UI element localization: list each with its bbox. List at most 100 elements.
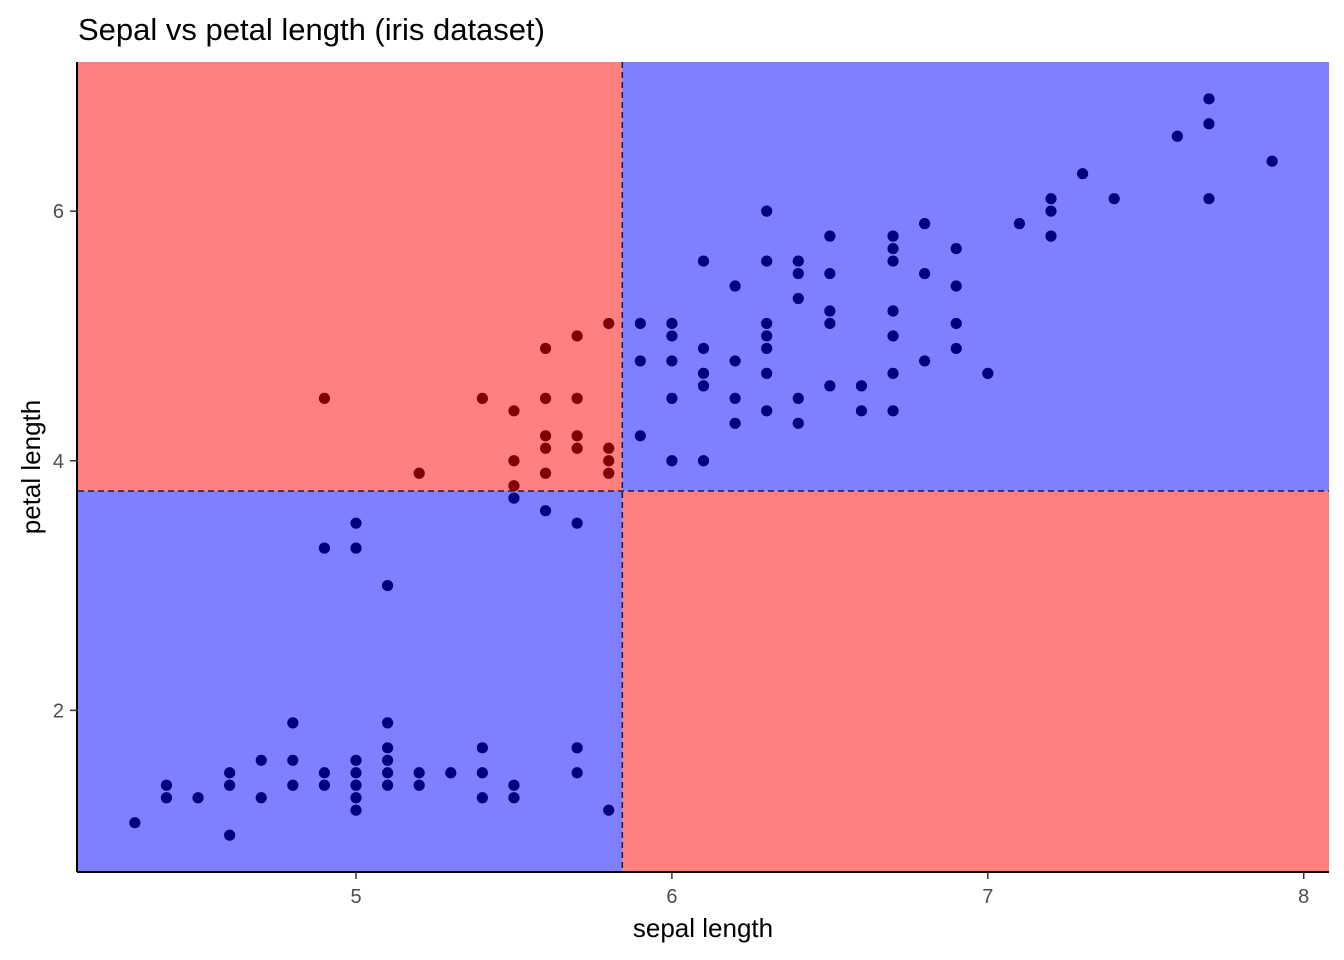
data-point bbox=[634, 430, 646, 442]
data-point bbox=[1203, 118, 1215, 130]
misclassified-point bbox=[508, 405, 520, 417]
region-top-left bbox=[78, 62, 623, 491]
x-axis-title: sepal length bbox=[633, 913, 773, 943]
misclassified-point bbox=[539, 342, 552, 355]
data-point bbox=[1266, 155, 1278, 167]
data-point bbox=[571, 742, 583, 754]
data-point bbox=[824, 267, 836, 280]
misclassified-point bbox=[539, 467, 552, 479]
data-point bbox=[224, 829, 236, 841]
data-point bbox=[824, 380, 836, 392]
data-point bbox=[571, 767, 583, 779]
data-point bbox=[697, 342, 710, 355]
data-point bbox=[476, 767, 488, 779]
data-point bbox=[761, 205, 773, 217]
data-point bbox=[476, 742, 488, 754]
misclassified-point bbox=[603, 442, 615, 454]
data-point bbox=[318, 767, 331, 779]
x-tick-label: 5 bbox=[350, 886, 361, 908]
misclassified-point bbox=[603, 317, 615, 330]
data-point bbox=[761, 342, 773, 355]
data-point bbox=[792, 292, 804, 305]
data-point bbox=[761, 367, 773, 379]
data-point bbox=[381, 767, 394, 779]
data-point bbox=[413, 779, 425, 791]
data-point bbox=[792, 267, 804, 280]
data-point bbox=[160, 792, 173, 804]
misclassified-point bbox=[603, 455, 615, 467]
data-point bbox=[381, 717, 394, 729]
data-point bbox=[1045, 230, 1057, 242]
data-point bbox=[919, 267, 931, 280]
x-tick-label: 7 bbox=[982, 886, 993, 908]
chart-title: Sepal vs petal length (iris dataset) bbox=[78, 12, 545, 47]
y-tick-label: 2 bbox=[53, 700, 64, 722]
data-point bbox=[950, 280, 962, 292]
data-point bbox=[855, 405, 868, 417]
region-bottom-left bbox=[78, 490, 623, 872]
data-point bbox=[697, 380, 710, 392]
data-point bbox=[887, 230, 899, 242]
data-point bbox=[1045, 193, 1057, 205]
y-axis-title: petal length bbox=[16, 400, 46, 534]
data-point bbox=[350, 767, 362, 779]
x-axis-ticks: 5 6 7 8 bbox=[350, 872, 1309, 908]
data-point bbox=[287, 717, 299, 729]
misclassified-point bbox=[413, 467, 425, 479]
data-point bbox=[381, 754, 394, 766]
data-point bbox=[697, 455, 710, 467]
data-point bbox=[350, 754, 362, 766]
data-point bbox=[1076, 168, 1089, 180]
data-point bbox=[1203, 93, 1215, 105]
data-point bbox=[666, 355, 678, 367]
data-point bbox=[919, 218, 931, 230]
data-point bbox=[1171, 130, 1183, 142]
data-point bbox=[508, 792, 520, 804]
data-point bbox=[129, 817, 141, 829]
data-point bbox=[1045, 205, 1057, 217]
data-point bbox=[761, 255, 773, 267]
data-point bbox=[950, 242, 962, 255]
data-point bbox=[1108, 193, 1120, 205]
decision-regions bbox=[78, 62, 1329, 872]
data-point bbox=[697, 255, 710, 267]
data-point bbox=[318, 779, 331, 791]
split-lines bbox=[78, 62, 1329, 872]
data-point bbox=[350, 792, 362, 804]
data-point bbox=[224, 779, 236, 791]
data-point bbox=[508, 779, 520, 791]
data-point bbox=[887, 305, 899, 317]
data-points bbox=[129, 93, 1278, 841]
data-point bbox=[539, 505, 552, 517]
data-point bbox=[982, 367, 994, 379]
data-point bbox=[919, 355, 931, 367]
data-point bbox=[413, 767, 425, 779]
data-point bbox=[445, 767, 457, 779]
data-point bbox=[824, 305, 836, 317]
y-tick-label: 6 bbox=[53, 201, 64, 223]
data-point bbox=[634, 317, 646, 330]
data-point bbox=[887, 255, 899, 267]
data-point bbox=[476, 792, 488, 804]
data-point bbox=[634, 355, 646, 367]
data-point bbox=[729, 355, 741, 367]
data-point bbox=[697, 367, 710, 379]
data-point bbox=[887, 367, 899, 379]
data-point bbox=[381, 579, 394, 592]
data-point bbox=[1013, 218, 1026, 230]
misclassified-point bbox=[603, 467, 615, 479]
region-bottom-right bbox=[622, 490, 1329, 872]
misclassified-point bbox=[318, 392, 331, 404]
data-point bbox=[571, 517, 583, 529]
data-point bbox=[666, 317, 678, 330]
x-tick-label: 8 bbox=[1298, 886, 1309, 908]
misclassified-point bbox=[571, 430, 583, 442]
data-point bbox=[855, 380, 868, 392]
misclassified-point bbox=[508, 480, 520, 492]
data-point bbox=[508, 492, 520, 504]
data-point bbox=[887, 405, 899, 417]
y-tick-label: 4 bbox=[53, 451, 64, 473]
data-point bbox=[381, 779, 394, 791]
data-point bbox=[761, 317, 773, 330]
misclassified-point bbox=[508, 455, 520, 467]
